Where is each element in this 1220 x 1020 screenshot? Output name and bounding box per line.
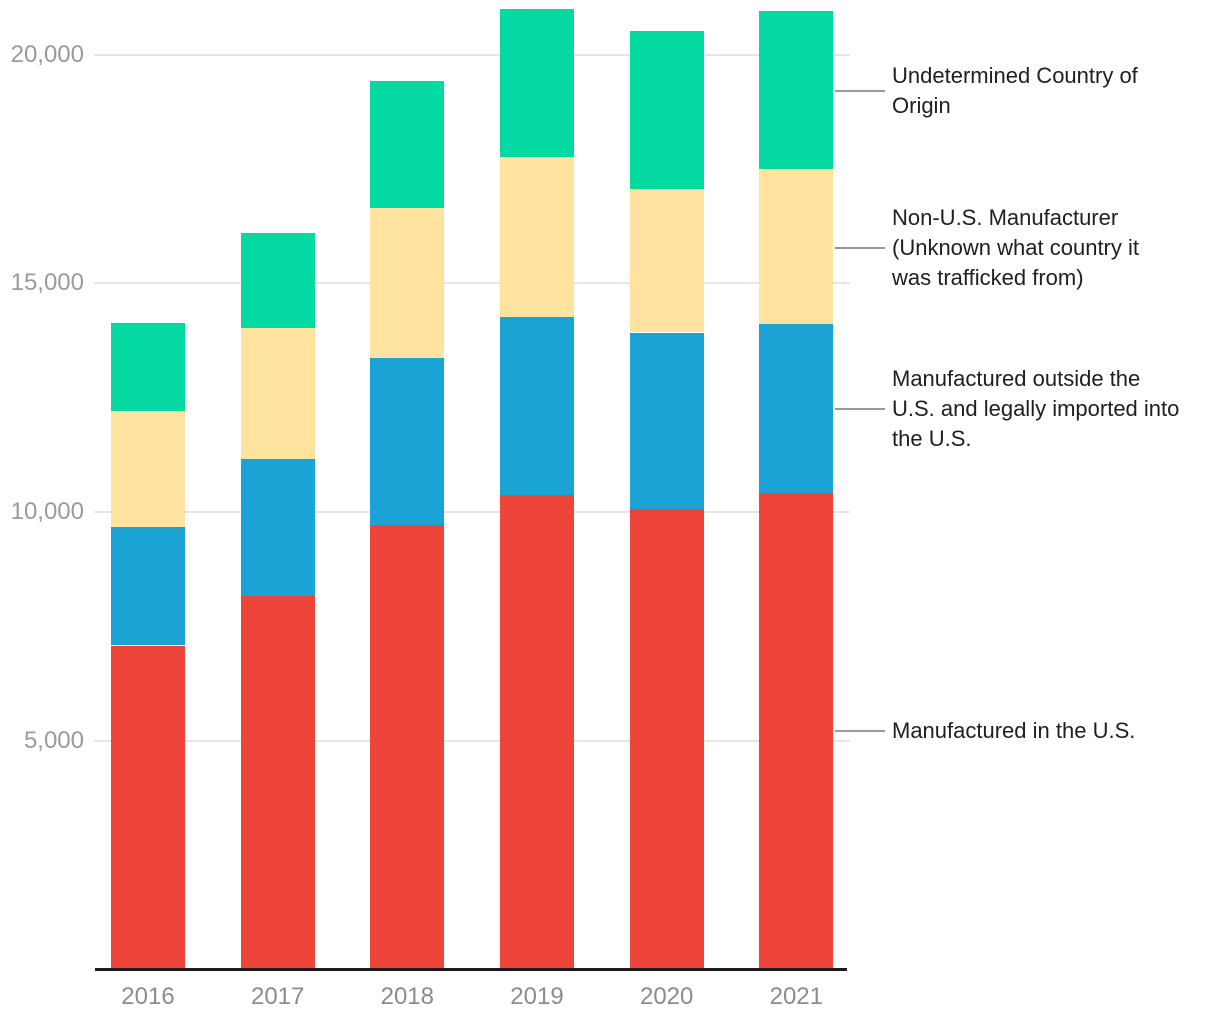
bar-segment-2019-undetermined (500, 8, 574, 158)
x-axis-label-2018: 2018 (380, 983, 434, 1010)
bar-segment-2020-us (629, 508, 704, 968)
bar-segment-2020-nonus (629, 189, 704, 333)
bar-segment-2019-us (500, 495, 574, 968)
bar-segment-2017-us (240, 595, 315, 968)
gridline-15000 (94, 282, 850, 285)
bar-segment-2020-undetermined (629, 31, 704, 190)
bar-segment-2018-imported (370, 357, 445, 525)
bar-segment-2021-imported (759, 323, 834, 493)
x-axis-line (95, 968, 847, 971)
bar-segment-2020-imported (629, 332, 704, 509)
x-axis-label-2021: 2021 (769, 983, 823, 1010)
legend-label-undetermined: Undetermined Country of Origin (892, 63, 1138, 118)
legend-label-imported: Manufactured outside the U.S. and legall… (892, 366, 1180, 451)
bar-segment-2018-us (370, 524, 445, 968)
gridline-10000 (94, 511, 850, 513)
bar-segment-2016-undetermined (111, 322, 185, 412)
bar-segment-2016-imported (111, 527, 185, 646)
bar-segment-2021-us (759, 492, 834, 968)
bar-segment-2018-undetermined (370, 80, 445, 209)
gridline-5000 (94, 739, 850, 742)
legend-leader-line-undetermined (835, 90, 885, 92)
bar-segment-2021-nonus (759, 168, 834, 324)
bar-segment-2017-imported (240, 459, 315, 596)
bar-segment-2019-imported (500, 317, 574, 496)
y-axis-label-5000: 5,000 (23, 726, 84, 754)
y-axis-label-15000: 15,000 (10, 269, 84, 297)
legend-item-nonus: Non-U.S. Manufacturer (Unknown what coun… (835, 203, 1214, 293)
x-axis-label-2016: 2016 (121, 983, 175, 1010)
legend-label-nonus: Non-U.S. Manufacturer (Unknown what coun… (892, 204, 1139, 290)
x-axis-label-2020: 2020 (639, 983, 694, 1010)
legend-label-us: Manufactured in the U.S. (892, 718, 1136, 743)
legend-item-us: Manufactured in the U.S. (835, 716, 1214, 746)
bar-segment-2016-us (111, 645, 185, 968)
x-axis-label-2017: 2017 (250, 983, 305, 1010)
bar-segment-2019-nonus (500, 157, 574, 318)
bar-segment-2018-nonus (370, 208, 445, 358)
legend-leader-line-imported (835, 408, 885, 410)
y-axis-label-20000: 20,000 (10, 40, 84, 68)
legend-leader-line-us (835, 730, 885, 732)
legend-item-undetermined: Undetermined Country of Origin (835, 61, 1214, 121)
x-axis-label-2019: 2019 (510, 983, 564, 1010)
bar-segment-2021-undetermined (759, 11, 834, 169)
gridline-20000 (94, 53, 850, 56)
y-axis-label-10000: 10,000 (10, 498, 84, 525)
bar-segment-2017-undetermined (240, 232, 315, 329)
legend-leader-line-nonus (835, 246, 885, 249)
legend-item-imported: Manufactured outside the U.S. and legall… (835, 364, 1214, 454)
bar-segment-2016-nonus (111, 411, 185, 528)
bar-segment-2017-nonus (240, 328, 315, 460)
